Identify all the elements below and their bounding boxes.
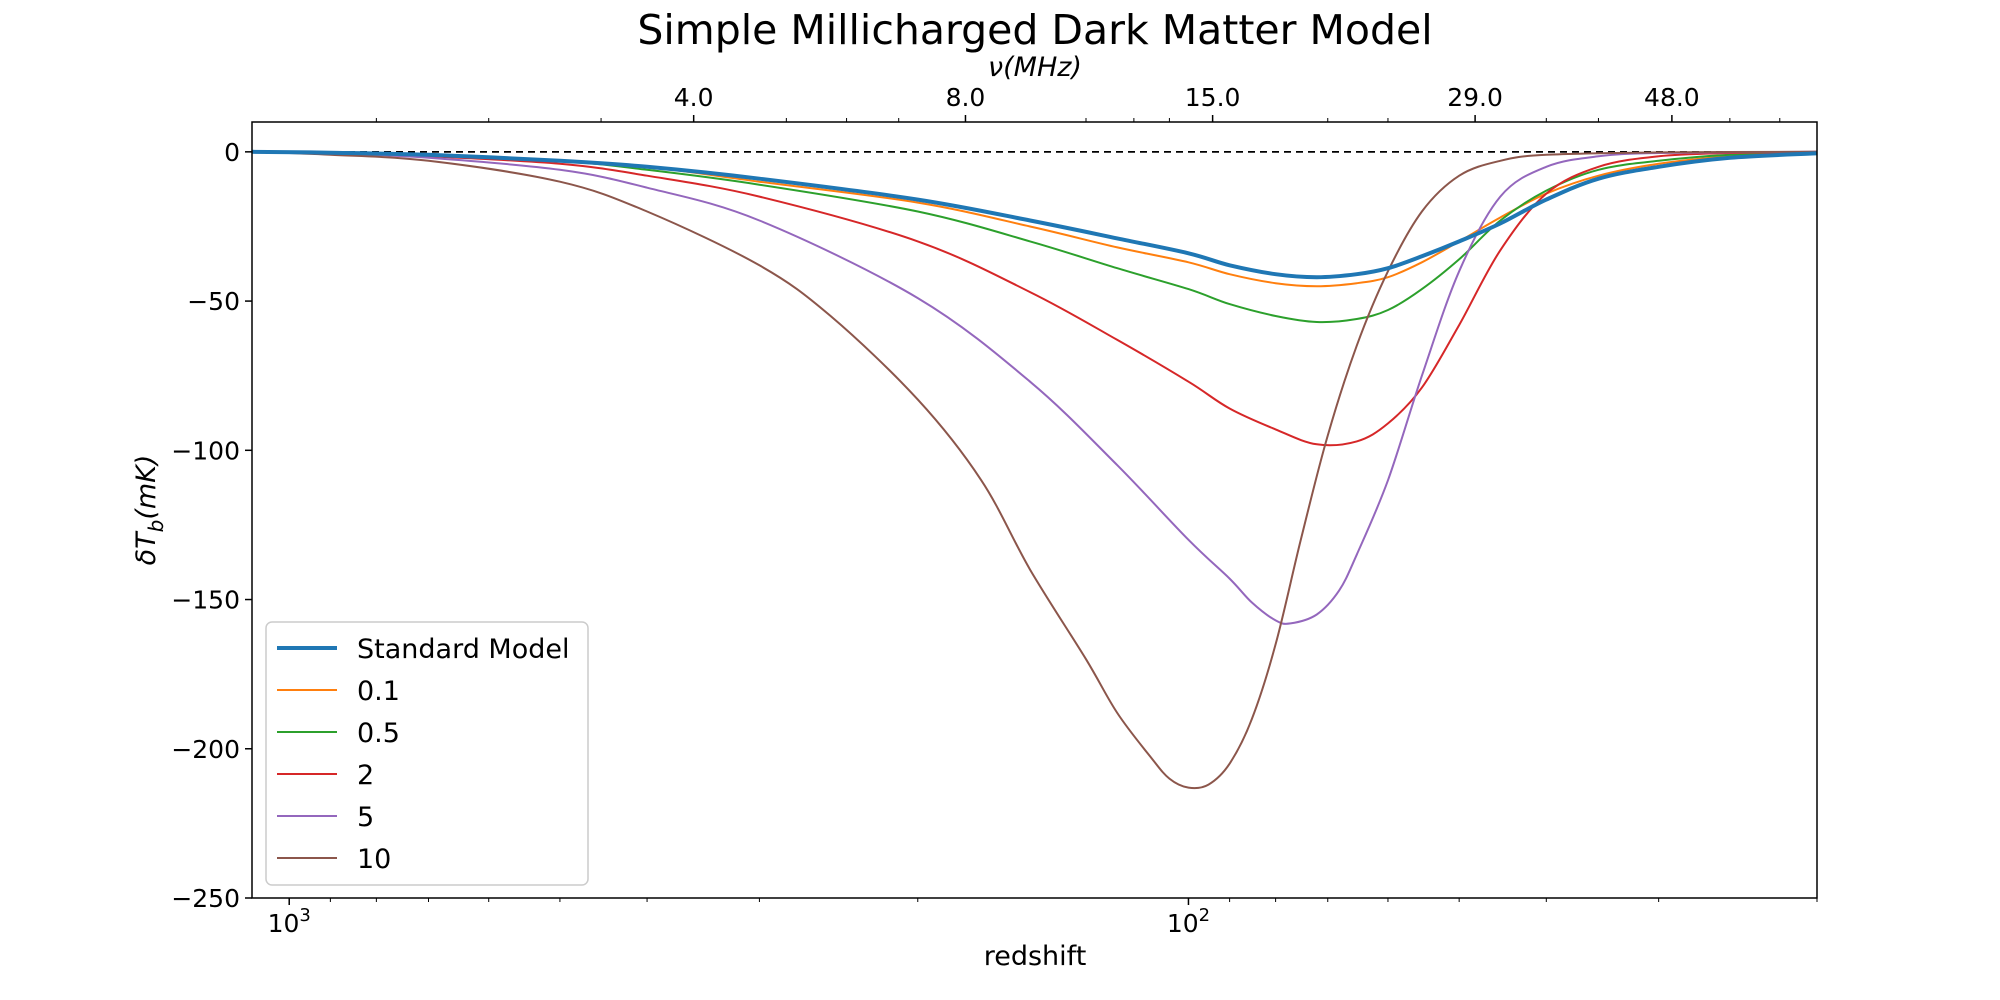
legend-label: Standard Model [357, 634, 569, 665]
top-x-tick-label: 29.0 [1447, 83, 1503, 112]
series-group [252, 149, 1817, 790]
x-tick-label-exponent: 3 [299, 905, 310, 926]
series-line-standard-model [252, 149, 1817, 280]
y-tick-label: −250 [171, 884, 240, 913]
legend-label: 5 [357, 802, 374, 833]
chart-title: Simple Millicharged Dark Matter Model [637, 6, 1432, 54]
y-tick-label: −100 [171, 436, 240, 465]
legend-label: 10 [357, 844, 391, 875]
x-tick-label-exponent: 2 [1199, 905, 1210, 926]
top-x-axis-title: ν(MHz) [988, 52, 1082, 83]
y-tick-label: 0 [224, 138, 240, 167]
legend-label: 2 [357, 760, 374, 791]
y-axis-title: δTb(mK) [131, 455, 168, 566]
y-axis-ticks: 0 −50 −100 −150 −200 −250 [171, 138, 252, 913]
y-tick-label: −200 [171, 735, 240, 764]
y-axis-title-main: δT [131, 530, 162, 566]
series-line-10 [252, 150, 1817, 790]
top-x-tick-label: 8.0 [946, 83, 986, 112]
x-tick-label: 103 [268, 905, 311, 938]
plot-frame [251, 121, 1818, 899]
x-tick-label-base: 10 [1167, 909, 1199, 938]
y-axis-title-unit: (mK) [131, 455, 162, 520]
series-line-2 [252, 150, 1817, 447]
top-x-tick-label: 15.0 [1185, 83, 1241, 112]
top-x-tick-label: 4.0 [674, 83, 714, 112]
top-x-tick-label: 48.0 [1644, 83, 1700, 112]
y-axis-title-sub: b [144, 520, 168, 533]
x-tick-label-base: 10 [268, 909, 300, 938]
series-line-0-5 [252, 150, 1817, 324]
top-x-axis-ticks: 4.0 8.0 15.0 29.0 48.0 [375, 83, 1781, 122]
bottom-x-axis-ticks: 103 102 [268, 898, 1818, 938]
legend-label: 0.1 [357, 676, 400, 707]
x-tick-label: 102 [1167, 905, 1210, 938]
series-line-5 [252, 150, 1817, 625]
legend: Standard Model 0.1 0.5 2 5 10 [265, 621, 589, 886]
y-tick-label: −150 [171, 586, 240, 615]
y-tick-label: −50 [187, 287, 240, 316]
x-axis-title: redshift [984, 941, 1087, 972]
legend-frame [265, 621, 589, 886]
legend-label: 0.5 [357, 718, 400, 749]
